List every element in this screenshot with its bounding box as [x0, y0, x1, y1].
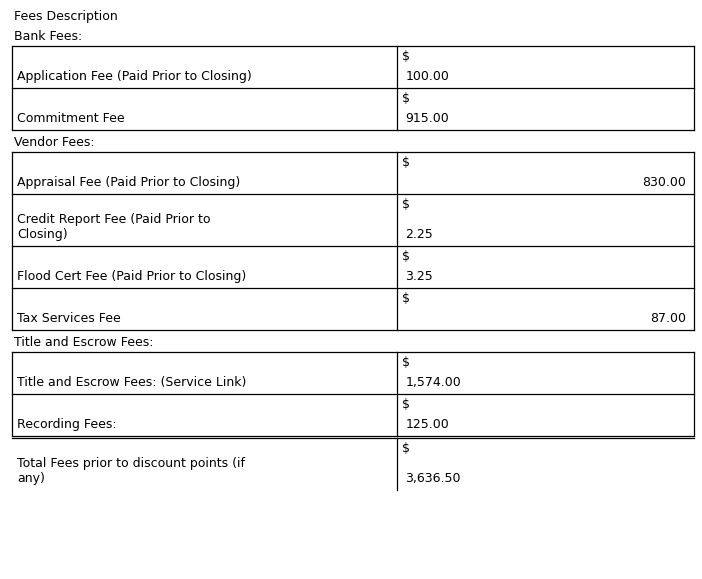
Text: 87.00: 87.00 — [650, 312, 686, 325]
Text: 3,636.50: 3,636.50 — [405, 472, 461, 485]
Text: Credit Report Fee (Paid Prior to
Closing): Credit Report Fee (Paid Prior to Closing… — [17, 213, 211, 241]
Text: Flood Cert Fee (Paid Prior to Closing): Flood Cert Fee (Paid Prior to Closing) — [17, 270, 246, 283]
Text: 830.00: 830.00 — [642, 176, 686, 189]
Text: Commitment Fee: Commitment Fee — [17, 112, 125, 125]
Text: Appraisal Fee (Paid Prior to Closing): Appraisal Fee (Paid Prior to Closing) — [17, 176, 240, 189]
Text: $: $ — [402, 356, 411, 369]
Text: $: $ — [402, 50, 411, 63]
Text: Title and Escrow Fees: (Service Link): Title and Escrow Fees: (Service Link) — [17, 376, 246, 389]
Text: $: $ — [402, 442, 411, 455]
Text: Title and Escrow Fees:: Title and Escrow Fees: — [14, 336, 154, 349]
Text: Application Fee (Paid Prior to Closing): Application Fee (Paid Prior to Closing) — [17, 70, 252, 83]
Text: Total Fees prior to discount points (if
any): Total Fees prior to discount points (if … — [17, 457, 245, 485]
Text: 915.00: 915.00 — [405, 112, 449, 125]
Text: Recording Fees:: Recording Fees: — [17, 418, 117, 431]
Text: 2.25: 2.25 — [405, 228, 433, 241]
Text: $: $ — [402, 92, 411, 105]
Text: Bank Fees:: Bank Fees: — [14, 30, 82, 43]
Text: $: $ — [402, 398, 411, 411]
Text: 1,574.00: 1,574.00 — [405, 376, 461, 389]
Text: 125.00: 125.00 — [405, 418, 449, 431]
Text: $: $ — [402, 156, 411, 169]
Text: Vendor Fees:: Vendor Fees: — [14, 136, 95, 149]
Text: 100.00: 100.00 — [405, 70, 449, 83]
Text: 3.25: 3.25 — [405, 270, 433, 283]
Text: Fees Description: Fees Description — [14, 10, 118, 23]
Text: Tax Services Fee: Tax Services Fee — [17, 312, 121, 325]
Text: $: $ — [402, 292, 411, 305]
Text: $: $ — [402, 198, 411, 211]
Text: $: $ — [402, 250, 411, 263]
